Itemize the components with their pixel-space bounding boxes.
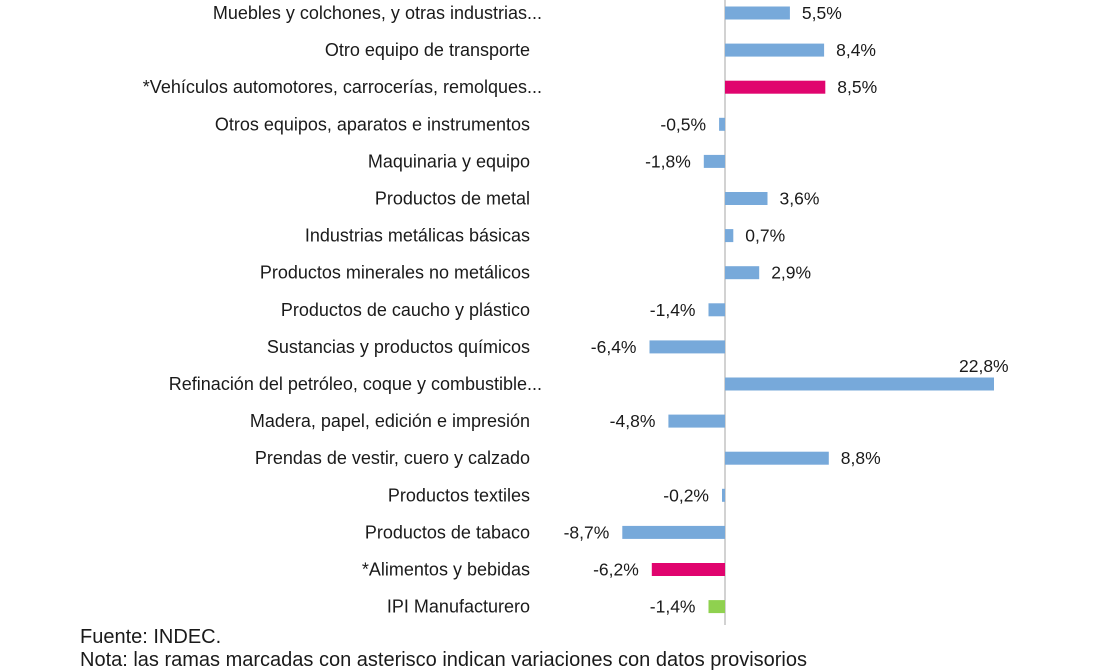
source-note: Fuente: INDEC.: [80, 626, 222, 648]
category-label: Productos textiles: [388, 485, 530, 505]
bar: [649, 340, 725, 354]
data-label: 8,4%: [836, 40, 876, 60]
data-label: 8,8%: [841, 448, 881, 468]
data-label: -4,8%: [610, 411, 656, 431]
bar: [719, 117, 725, 131]
category-label: Maquinaria y equipo: [368, 151, 530, 171]
bar: [725, 43, 825, 57]
category-label: Productos de tabaco: [365, 522, 530, 542]
category-label: Refinación del petróleo, coque y combust…: [169, 374, 542, 394]
bar: [725, 266, 760, 280]
category-label: Prendas de vestir, cuero y calzado: [255, 448, 530, 468]
category-label: Otro equipo de transporte: [325, 40, 530, 60]
data-label: -6,4%: [591, 337, 637, 357]
data-label: -6,2%: [593, 560, 639, 580]
bars-layer: [622, 6, 994, 614]
category-label: Muebles y colchones, y otras industrias.…: [213, 3, 542, 23]
data-label: 8,5%: [837, 77, 877, 97]
bar: [622, 525, 725, 539]
data-label: -1,4%: [650, 300, 696, 320]
data-label: -1,4%: [650, 597, 696, 617]
bar-chart: Muebles y colchones, y otras industrias.…: [143, 0, 1009, 625]
data-label: 0,7%: [745, 226, 785, 246]
category-label: Productos de metal: [375, 189, 530, 209]
category-label: Industrias metálicas básicas: [305, 226, 530, 246]
category-label: *Alimentos y bebidas: [362, 560, 530, 580]
bar: [725, 377, 994, 391]
category-label: IPI Manufacturero: [387, 597, 530, 617]
bar: [668, 414, 725, 428]
data-label: -8,7%: [564, 522, 610, 542]
bar: [725, 6, 790, 20]
bar: [722, 488, 725, 502]
footnote: Nota: las ramas marcadas con asterisco i…: [80, 649, 808, 671]
category-label: Productos minerales no metálicos: [260, 263, 530, 283]
data-label: -0,5%: [660, 114, 706, 134]
category-label: Productos de caucho y plástico: [281, 300, 530, 320]
bar: [725, 451, 829, 465]
category-label: Madera, papel, edición e impresión: [250, 411, 530, 431]
data-label: 22,8%: [959, 356, 1009, 376]
data-label: -0,2%: [663, 485, 709, 505]
bar: [725, 192, 768, 205]
bar: [725, 229, 734, 243]
category-label: *Vehículos automotores, carrocerías, rem…: [143, 77, 542, 97]
data-label: -1,8%: [645, 151, 691, 171]
data-label: 3,6%: [780, 189, 820, 209]
bar: [708, 303, 725, 317]
data-label: 5,5%: [802, 3, 842, 23]
chart-container: Muebles y colchones, y otras industrias.…: [143, 0, 1009, 625]
data-label: 2,9%: [771, 263, 811, 283]
bar: [708, 600, 725, 614]
bar: [725, 80, 826, 94]
labels-layer: Muebles y colchones, y otras industrias.…: [143, 3, 1009, 617]
bar: [651, 563, 725, 576]
category-label: Otros equipos, aparatos e instrumentos: [215, 114, 530, 134]
bar: [703, 154, 725, 168]
category-label: Sustancias y productos químicos: [267, 337, 530, 357]
